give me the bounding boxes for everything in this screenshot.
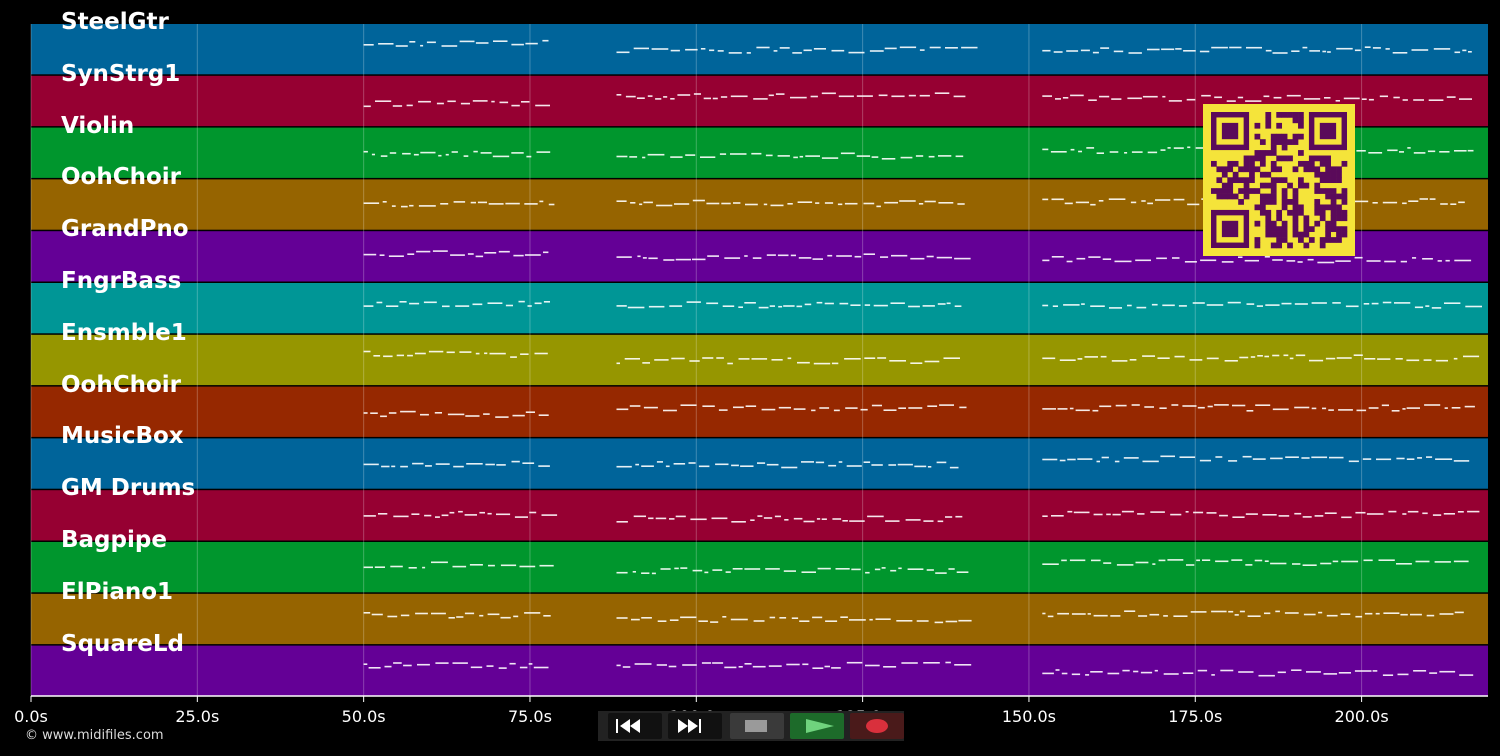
track-lane[interactable] xyxy=(31,334,1488,386)
stop-icon xyxy=(745,720,767,732)
track-lane[interactable] xyxy=(31,645,1488,696)
tick-label: 150.0s xyxy=(1001,707,1057,726)
track-label: SteelGtr xyxy=(61,9,169,35)
track-notes xyxy=(363,455,1470,469)
track-label: Ensmble1 xyxy=(61,319,187,346)
track-notes xyxy=(363,661,1474,677)
track-label: SquareLd xyxy=(61,630,184,657)
tick-label: 200.0s xyxy=(1334,707,1389,726)
track-lane[interactable] xyxy=(31,542,1488,593)
track-notes xyxy=(363,559,1469,575)
tick-label: 25.0s xyxy=(175,707,220,726)
tick-label: 0.0s xyxy=(14,707,48,726)
qr-code-icon[interactable] xyxy=(1203,104,1355,256)
track-label: MusicBox xyxy=(61,423,184,450)
tick-label: 75.0s xyxy=(507,707,552,726)
track-label: GM Drums xyxy=(61,475,196,502)
tick-label: 175.0s xyxy=(1168,707,1223,726)
track-lane[interactable] xyxy=(31,24,1488,75)
note-marks xyxy=(363,39,1482,677)
track-notes xyxy=(363,404,1475,418)
track-label: Bagpipe xyxy=(61,527,167,553)
stop-button[interactable] xyxy=(730,713,784,739)
track-label: OohChoir xyxy=(61,164,182,191)
track-label: GrandPno xyxy=(61,216,189,243)
copyright-text: © www.midifiles.com xyxy=(25,728,164,743)
track-notes xyxy=(363,300,1482,309)
play-icon xyxy=(806,719,834,733)
track-lane[interactable] xyxy=(31,386,1488,437)
transport-controls xyxy=(598,711,904,741)
track-label: SynStrg1 xyxy=(61,60,181,87)
track-label: FngrBass xyxy=(61,268,182,294)
time-grid xyxy=(30,24,1363,696)
track-label: ElPiano1 xyxy=(61,578,174,605)
track-notes xyxy=(363,250,1472,264)
time-axis-ticks xyxy=(30,696,1363,702)
fast-forward-icon xyxy=(678,719,701,733)
track-notes xyxy=(363,39,1472,54)
track-notes xyxy=(363,92,1472,108)
rewind-button[interactable] xyxy=(608,713,662,739)
record-button[interactable] xyxy=(850,713,904,739)
track-label: OohChoir xyxy=(61,371,182,398)
track-lane[interactable] xyxy=(31,593,1488,645)
play-button[interactable] xyxy=(790,713,844,739)
track-notes xyxy=(363,350,1480,365)
track-notes xyxy=(363,510,1480,523)
tick-label: 50.0s xyxy=(341,707,386,726)
record-icon xyxy=(866,719,888,733)
track-notes xyxy=(363,610,1464,624)
fast-forward-button[interactable] xyxy=(668,713,722,739)
rewind-icon xyxy=(616,719,640,733)
track-label: Violin xyxy=(61,112,135,139)
